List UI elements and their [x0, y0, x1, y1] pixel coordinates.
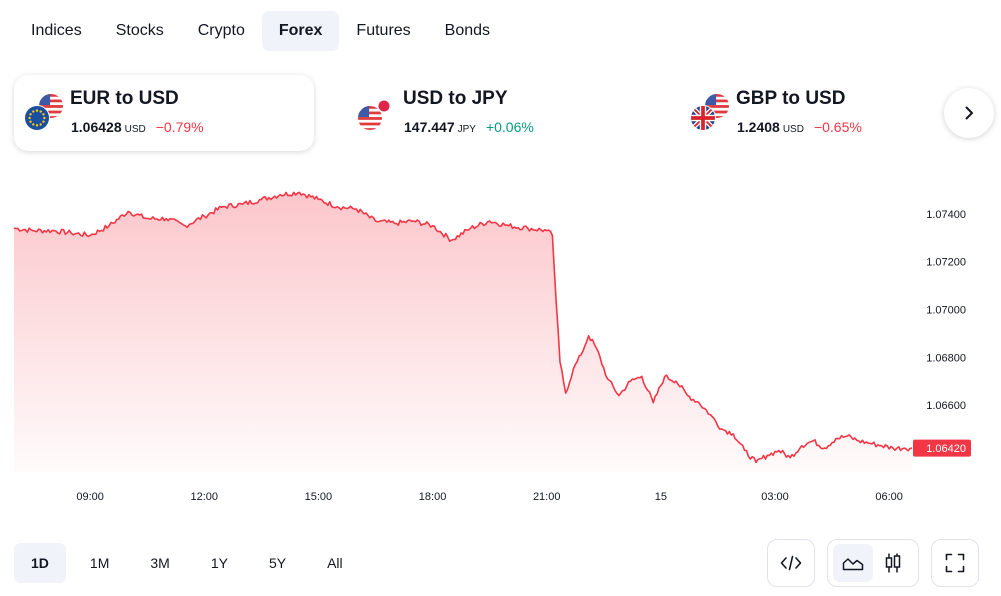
range-3m[interactable]: 3M [150, 555, 170, 571]
range-all[interactable]: All [327, 555, 343, 571]
tab-futures[interactable]: Futures [356, 22, 411, 39]
candlestick-icon [885, 553, 901, 573]
y-tick-label: 1.06800 [926, 352, 966, 364]
tab-forex[interactable]: Forex [261, 11, 340, 51]
area-style-button[interactable] [833, 544, 873, 582]
ticker-title: GBP to USD [736, 88, 846, 109]
ticker-price-row: 1.2408 USD −0.65% [737, 119, 862, 135]
y-axis: 1.07400 1.07200 1.07000 1.06800 1.06600 [926, 209, 966, 412]
market-tabs: Indices Stocks Crypto Forex Futures Bond… [14, 11, 507, 51]
candles-style-button[interactable] [873, 544, 913, 582]
tab-crypto[interactable]: Crypto [197, 22, 245, 39]
y-tick-label: 1.07200 [926, 257, 966, 269]
chevron-right-icon [965, 106, 973, 120]
area-chart-icon [842, 558, 864, 571]
last-price-badge [913, 439, 971, 457]
range-1y[interactable]: 1Y [210, 555, 228, 571]
fullscreen-icon [945, 553, 965, 573]
ticker-change: +0.06% [485, 119, 534, 135]
ticker-currency: USD [124, 124, 146, 135]
us-flag-icon [357, 105, 383, 131]
x-tick-label: 15 [655, 491, 667, 503]
ticker-card-eurusd[interactable]: EUR to USD 1.06428 USD −0.79% [14, 75, 314, 151]
ticker-card-usdjpy[interactable]: USD to JPY 147.447 JPY +0.06% [347, 75, 647, 151]
ticker-price-row: 1.06428 USD −0.79% [71, 119, 204, 135]
range-1d[interactable]: 1D [14, 543, 66, 583]
price-area-fill [14, 192, 912, 473]
x-axis: 09:00 12:00 15:00 18:00 21:00 15 03:00 06:00 [76, 491, 903, 503]
tab-bonds[interactable]: Bonds [444, 22, 491, 39]
range-selector: 1D 1M 3M 1Y 5Y All [14, 543, 367, 583]
ticker-price: 1.06428 [71, 119, 122, 135]
ticker-price: 1.2408 [737, 119, 780, 135]
next-tickers-button[interactable] [944, 88, 994, 138]
code-icon [780, 555, 802, 571]
ticker-change: −0.65% [813, 119, 862, 135]
currency-pair-flags [24, 93, 64, 133]
ticker-title: USD to JPY [403, 88, 508, 109]
x-tick-label: 09:00 [76, 491, 104, 503]
embed-button[interactable] [767, 539, 815, 587]
eu-flag-icon [24, 105, 50, 131]
x-tick-label: 21:00 [533, 491, 561, 503]
price-chart[interactable]: 1.07400 1.07200 1.07000 1.06800 1.06600 09:0… [0, 160, 1001, 510]
y-tick-label: 1.06600 [926, 400, 966, 412]
tab-stocks[interactable]: Stocks [115, 22, 164, 39]
y-tick-label: 1.07000 [926, 304, 966, 316]
ticker-change: −0.79% [155, 119, 204, 135]
x-tick-label: 18:00 [419, 491, 447, 503]
x-tick-label: 06:00 [875, 491, 903, 503]
x-tick-label: 15:00 [305, 491, 333, 503]
tab-indices[interactable]: Indices [31, 22, 82, 39]
currency-pair-flags [690, 93, 730, 133]
range-5y[interactable]: 5Y [268, 555, 287, 571]
y-tick-label: 1.07400 [926, 209, 966, 221]
ticker-cards: EUR to USD 1.06428 USD −0.79% USD to JPY 1… [14, 75, 954, 151]
x-tick-label: 12:00 [190, 491, 218, 503]
ticker-title: EUR to USD [70, 88, 179, 109]
range-1m[interactable]: 1M [89, 555, 110, 571]
ticker-price-row: 147.447 JPY +0.06% [404, 119, 534, 135]
ticker-currency: USD [782, 124, 804, 135]
chart-style-toggle [827, 539, 919, 587]
ticker-price: 147.447 [404, 119, 455, 135]
price-line [13, 191, 913, 464]
ticker-card-gbpusd[interactable]: GBP to USD 1.2408 USD −0.65% [680, 75, 980, 151]
uk-flag-icon [690, 105, 716, 131]
fullscreen-button[interactable] [931, 539, 979, 587]
ticker-currency: JPY [457, 124, 476, 135]
currency-pair-flags [357, 93, 397, 133]
x-tick-label: 03:00 [761, 491, 789, 503]
last-price-marker: 1.06420 [913, 439, 971, 457]
last-price-label: 1.06420 [926, 443, 966, 455]
